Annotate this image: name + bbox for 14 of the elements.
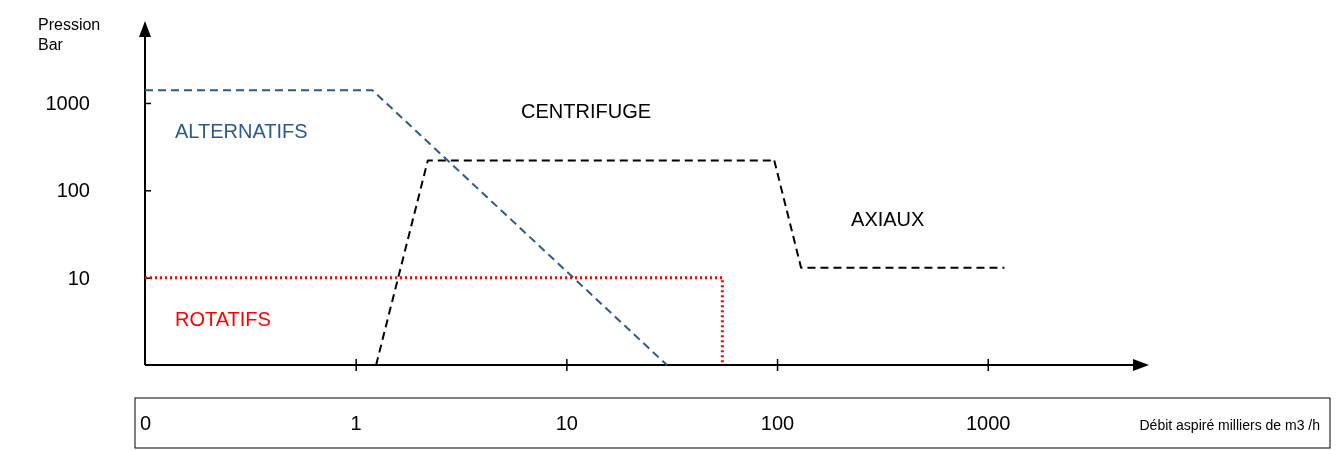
y-axis-title: Pression Bar bbox=[38, 16, 101, 53]
y-tick-label: 100 bbox=[56, 179, 90, 202]
series-label: CENTRIFUGE bbox=[521, 100, 652, 123]
y-tick-label: 10 bbox=[67, 266, 90, 289]
series-label: ROTATIFS bbox=[175, 307, 271, 330]
y-tick-label: 1000 bbox=[45, 91, 90, 114]
series-label: AXIAUX bbox=[851, 207, 925, 230]
series-label: ALTERNATIFS bbox=[175, 120, 308, 143]
x-tick-label: 10 bbox=[555, 412, 578, 434]
x-tick-label: 100 bbox=[760, 412, 795, 434]
x-tick-label: 1 bbox=[350, 412, 362, 434]
x-tick-label: 1000 bbox=[965, 412, 1011, 434]
x-tick-label: 0 bbox=[139, 412, 152, 434]
x-axis-title: Débit aspiré milliers de m3 /h bbox=[1139, 417, 1320, 433]
